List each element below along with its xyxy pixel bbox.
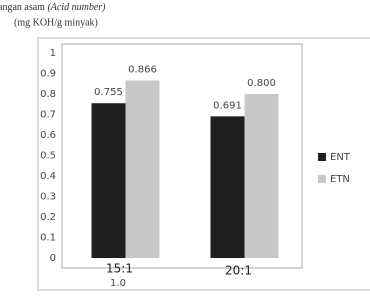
bar xyxy=(244,94,279,258)
value-label: 0.800 xyxy=(247,78,276,89)
y-tick-label: 0 xyxy=(50,253,56,264)
legend-label: ETN xyxy=(330,174,350,185)
y-tick-label: 0.1 xyxy=(40,233,56,244)
plot-border xyxy=(61,43,303,269)
bar xyxy=(91,103,126,258)
value-label: 0.755 xyxy=(94,87,123,98)
y-tick-label: 0.3 xyxy=(40,192,56,203)
legend-label: ENT xyxy=(330,152,351,163)
value-label: 0.691 xyxy=(213,100,242,111)
y-tick-label: 0.6 xyxy=(40,130,56,141)
legend-swatch xyxy=(318,153,326,161)
bar xyxy=(210,116,245,258)
y-tick-label: 0.8 xyxy=(40,89,56,100)
bar xyxy=(125,80,160,258)
y-tick-label: 0.7 xyxy=(40,110,56,121)
chart-title: angan asam (Acid number) xyxy=(0,2,106,13)
x-tick-label: 15:1 xyxy=(106,262,133,276)
legend-swatch xyxy=(318,175,326,183)
chart-border xyxy=(37,37,370,291)
y-tick-label: 0.9 xyxy=(40,69,56,80)
y-tick-label: 1 xyxy=(50,48,56,59)
y-tick-label: 0.2 xyxy=(40,212,56,223)
value-label: 0.866 xyxy=(128,64,157,75)
chart-subtitle: (mg KOH/g minyak) xyxy=(14,17,98,28)
y-tick-label: 0.5 xyxy=(40,151,56,162)
y-tick-label: 0.4 xyxy=(40,171,56,182)
annotation: 1.0 xyxy=(110,278,126,289)
x-tick-label: 20:1 xyxy=(225,264,252,278)
